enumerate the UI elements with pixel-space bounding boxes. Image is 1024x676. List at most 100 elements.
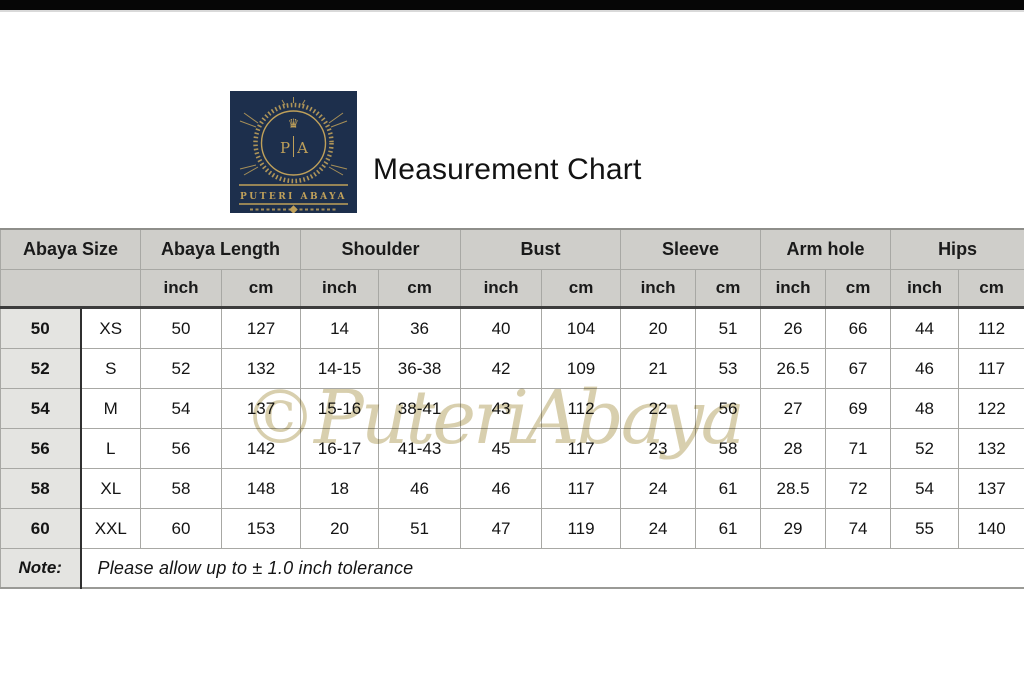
measurement-value: 71 <box>825 428 892 469</box>
brand-logo: ♛ P A PUTERI ABAYA <box>230 91 357 214</box>
logo-monogram-left: P <box>280 139 290 157</box>
logo-monogram-right: A <box>296 139 308 157</box>
size-row-54: 54 M 54 137 15-16 38-41 43 112 22 56 27 69 48 122 <box>0 388 1024 429</box>
size-row-56: 56 L 56 142 16-17 41-43 45 117 23 58 28 71 52 132 <box>0 428 1024 469</box>
measurement-table: Abaya Size Abaya Length Shoulder Bust Sleeve… <box>0 228 1024 589</box>
size-label: M <box>79 388 142 429</box>
measurement-value: 52 <box>140 348 223 389</box>
size-number: 52 <box>0 348 82 389</box>
measurement-value: 104 <box>541 307 622 349</box>
measurement-value: 127 <box>221 307 302 349</box>
measurement-value: 42 <box>460 348 543 389</box>
measurement-value: 51 <box>378 508 462 549</box>
measurement-value: 20 <box>300 508 380 549</box>
measurement-value: 52 <box>890 428 960 469</box>
measurement-value: 58 <box>695 428 762 469</box>
measurement-value: 55 <box>890 508 960 549</box>
measurement-value: 54 <box>890 468 960 509</box>
measurement-value: 61 <box>695 468 762 509</box>
measurement-value: 56 <box>140 428 223 469</box>
measurement-value: 26.5 <box>760 348 827 389</box>
unit-header: cm <box>958 269 1024 309</box>
measurement-value: 117 <box>541 428 622 469</box>
unit-header-blank <box>0 269 142 309</box>
unit-header: inch <box>760 269 827 309</box>
measurement-value: 50 <box>140 307 223 349</box>
measurement-value: 67 <box>825 348 892 389</box>
column-group-abaya-length: Abaya Length <box>140 228 302 270</box>
size-row-50: 50 XS 50 127 14 36 40 104 20 51 26 66 44 112 <box>0 307 1024 349</box>
measurement-value: 14-15 <box>300 348 380 389</box>
measurement-value: 28 <box>760 428 827 469</box>
size-label: S <box>79 348 142 389</box>
measurement-value: 122 <box>958 388 1024 429</box>
measurement-value: 137 <box>221 388 302 429</box>
size-row-52: 52 S 52 132 14-15 36-38 42 109 21 53 26.5 67 46 117 <box>0 348 1024 389</box>
measurement-value: 51 <box>695 307 762 349</box>
measurement-value: 46 <box>378 468 462 509</box>
measurement-value: 46 <box>460 468 543 509</box>
column-group-abaya-size: Abaya Size <box>0 228 142 270</box>
measurement-value: 117 <box>541 468 622 509</box>
measurement-value: 72 <box>825 468 892 509</box>
unit-header-row: inch cm inch cm inch cm inch cm inch cm inch cm <box>0 269 1024 309</box>
unit-header: inch <box>460 269 543 309</box>
measurement-value: 24 <box>620 508 697 549</box>
measurement-value: 60 <box>140 508 223 549</box>
unit-header: inch <box>890 269 960 309</box>
size-number: 56 <box>0 428 82 469</box>
unit-header: cm <box>695 269 762 309</box>
measurement-value: 28.5 <box>760 468 827 509</box>
measurement-value: 26 <box>760 307 827 349</box>
measurement-value: 61 <box>695 508 762 549</box>
table-head: Abaya Size Abaya Length Shoulder Bust Sleeve… <box>0 228 1024 309</box>
measurement-value: 21 <box>620 348 697 389</box>
measurement-value: 117 <box>958 348 1024 389</box>
logo-brand-name: PUTERI ABAYA <box>240 192 347 202</box>
column-group-arm-hole: Arm hole <box>760 228 892 270</box>
unit-header: cm <box>221 269 302 309</box>
measurement-value: 36 <box>378 307 462 349</box>
measurement-value: 112 <box>541 388 622 429</box>
measurement-value: 153 <box>221 508 302 549</box>
measurement-value: 24 <box>620 468 697 509</box>
measurement-value: 109 <box>541 348 622 389</box>
measurement-value: 47 <box>460 508 543 549</box>
size-label: XXL <box>79 508 142 549</box>
size-number: 50 <box>0 307 82 349</box>
unit-header: cm <box>825 269 892 309</box>
measurement-value: 142 <box>221 428 302 469</box>
measurement-value: 22 <box>620 388 697 429</box>
measurement-value: 43 <box>460 388 543 429</box>
unit-header: inch <box>140 269 223 309</box>
measurement-value: 15-16 <box>300 388 380 429</box>
measurement-value: 16-17 <box>300 428 380 469</box>
unit-header: inch <box>300 269 380 309</box>
measurement-value: 132 <box>958 428 1024 469</box>
measurement-value: 119 <box>541 508 622 549</box>
table-foot: Note: Please allow up to ± 1.0 inch tole… <box>0 548 1024 589</box>
measurement-value: 18 <box>300 468 380 509</box>
measurement-value: 74 <box>825 508 892 549</box>
column-group-sleeve: Sleeve <box>620 228 762 270</box>
note-row: Note: Please allow up to ± 1.0 inch tole… <box>0 548 1024 589</box>
brand-logo-graphic: ♛ P A PUTERI ABAYA <box>230 91 357 214</box>
unit-header: inch <box>620 269 697 309</box>
measurement-value: 20 <box>620 307 697 349</box>
measurement-value: 137 <box>958 468 1024 509</box>
size-label: XL <box>79 468 142 509</box>
measurement-value: 46 <box>890 348 960 389</box>
crown-icon: ♛ <box>288 117 300 132</box>
measurement-value: 53 <box>695 348 762 389</box>
measurement-value: 41-43 <box>378 428 462 469</box>
table-body: 50 XS 50 127 14 36 40 104 20 51 26 66 44 112 52 S 52 132 1… <box>0 307 1024 549</box>
measurement-value: 112 <box>958 307 1024 349</box>
column-group-hips: Hips <box>890 228 1024 270</box>
note-text: Please allow up to ± 1.0 inch tolerance <box>79 548 1024 589</box>
page-title: Measurement Chart <box>373 153 642 186</box>
column-group-shoulder: Shoulder <box>300 228 462 270</box>
measurement-value: 140 <box>958 508 1024 549</box>
note-label: Note: <box>0 548 82 589</box>
size-row-58: 58 XL 58 148 18 46 46 117 24 61 28.5 72 54 137 <box>0 468 1024 509</box>
measurement-value: 23 <box>620 428 697 469</box>
